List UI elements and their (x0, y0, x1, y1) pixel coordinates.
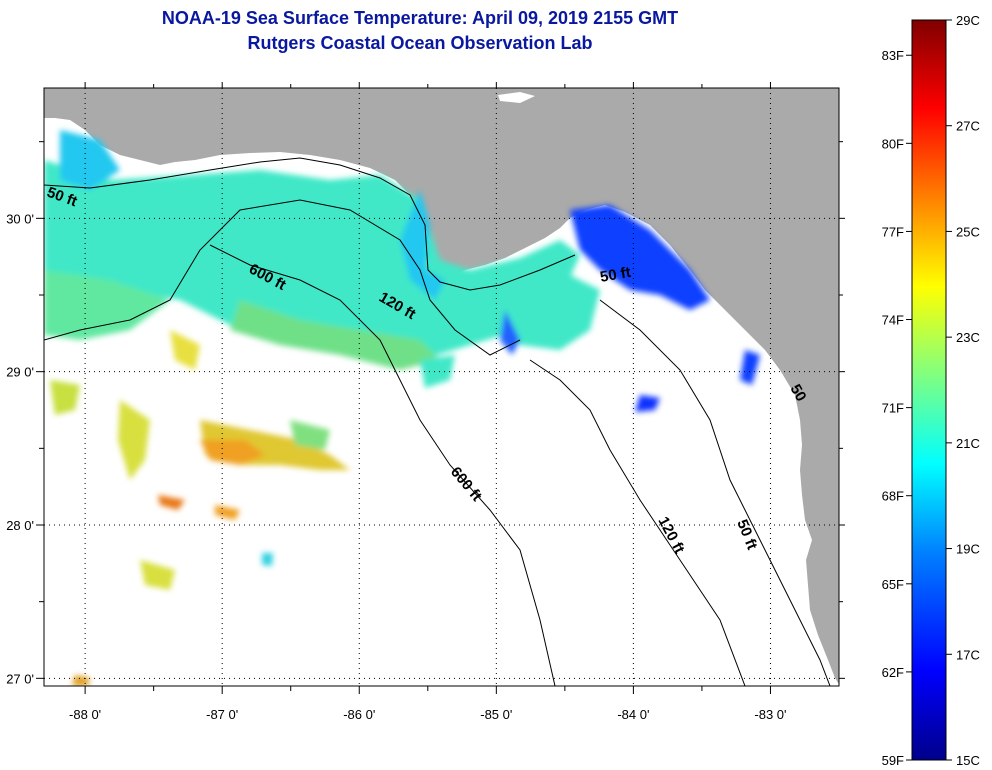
colorbar-f-label: 74F (882, 313, 904, 328)
colorbar-f-label: 77F (882, 224, 904, 239)
depth-contours (44, 157, 831, 686)
lon-tick-label: -86 0' (343, 707, 375, 722)
colorbar-c-label: 27C (956, 119, 980, 134)
colorbar-f-label: 80F (882, 136, 904, 151)
colorbar-gradient (911, 19, 947, 761)
colorbar-c-label: 21C (956, 436, 980, 451)
colorbar-f-label: 65F (882, 577, 904, 592)
lat-tick-label: 30 0' (6, 211, 34, 226)
contour-label: 50 (787, 382, 810, 405)
land-area (44, 88, 839, 686)
lon-tick-label: -83 0' (754, 707, 786, 722)
map-subtitle: Rutgers Coastal Ocean Observation Lab (247, 33, 593, 53)
lat-tick-label: 29 0' (6, 365, 34, 380)
lon-tick-label: -84 0' (617, 707, 649, 722)
lat-tick-label: 28 0' (6, 518, 34, 533)
axis-ticks (36, 82, 845, 694)
colorbar-c-label: 17C (956, 647, 980, 662)
axis-labels: -88 0' -87 0' -86 0' -85 0' -84 0' -83 0' 30 0… (6, 211, 786, 722)
colorbar-f-label: 68F (882, 489, 904, 504)
colorbar: 29C 27C 25C 23C 21C 19C 17C 15C 83F 80F 77F 74F 71F… (882, 13, 980, 768)
colorbar-c-label: 15C (956, 753, 980, 768)
map-frame (43, 87, 840, 687)
lat-tick-label: 27 0' (6, 671, 34, 686)
island-patch (498, 92, 535, 103)
contour-label: 50 ft (599, 264, 632, 286)
colorbar-c-label: 29C (956, 13, 980, 28)
map-title: NOAA-19 Sea Surface Temperature: April 0… (161, 8, 679, 28)
colorbar-c-label: 19C (956, 542, 980, 557)
lon-tick-label: -87 0' (206, 707, 238, 722)
lon-tick-label: -85 0' (480, 707, 512, 722)
colorbar-c-label: 23C (956, 330, 980, 345)
colorbar-c-label: 25C (956, 224, 980, 239)
lon-tick-label: -88 0' (69, 707, 101, 722)
colorbar-f-label: 59F (882, 753, 904, 768)
sst-data-layer (44, 130, 760, 686)
colorbar-f-label: 62F (882, 665, 904, 680)
colorbar-f-label: 83F (882, 48, 904, 63)
colorbar-f-label: 71F (882, 401, 904, 416)
